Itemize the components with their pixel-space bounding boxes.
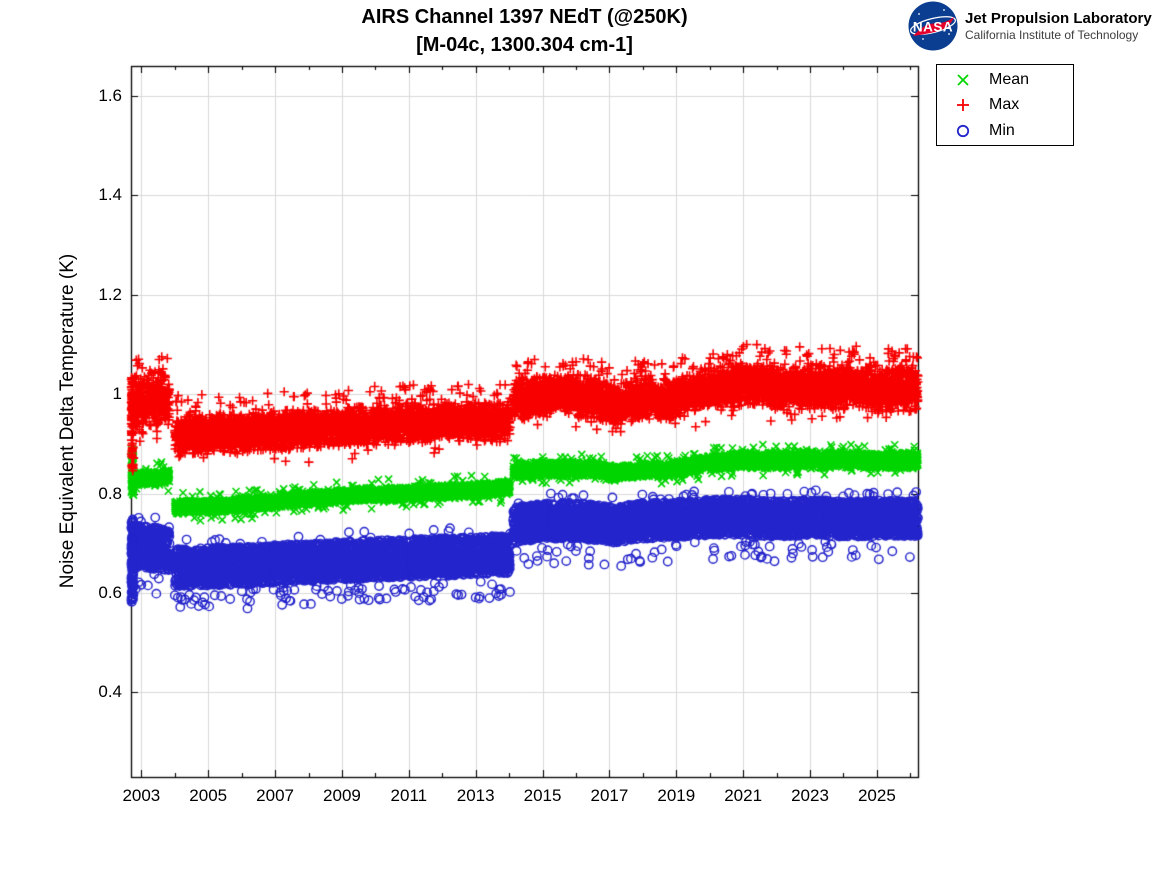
nasa-wordmark: NASA [913,20,953,35]
jpl-logo: NASA Jet Propulsion Laboratory Californi… [908,1,1152,51]
y-tick-label: 0.8 [98,483,122,503]
y-axis-label: Noise Equivalent Delta Temperature (K) [57,253,78,589]
legend-item-mean: Mean [937,68,1073,92]
legend-item-max: Max [937,93,1073,117]
x-tick-label: 2009 [323,786,361,805]
x-tick-label: 2011 [390,786,428,805]
jpl-org-subtitle: California Institute of Technology [965,27,1139,42]
x-tick-label: 2013 [456,786,495,805]
jpl-org-name: Jet Propulsion Laboratory [965,9,1152,27]
legend-label-min: Min [989,121,1015,139]
nasa-meatball-icon: NASA [908,1,958,51]
x-tick-label: 2021 [724,786,763,805]
legend-marker-mean-icon [957,73,969,86]
legend-box: Mean Max Min [936,64,1074,146]
x-tick-label: 2007 [256,786,295,805]
y-tick-label: 1.4 [98,185,122,205]
chart-title: AIRS Channel 1397 NEdT (@250K) [M-04c, 1… [131,3,918,59]
legend-label-mean: Mean [989,70,1030,88]
x-tick-label: 2017 [590,786,629,805]
legend-item-min: Min [937,119,1073,143]
x-tick-label: 2023 [791,786,829,805]
y-tick-label: 0.6 [98,583,122,603]
legend-marker-min-icon [956,124,970,137]
x-tick-label: 2003 [122,786,161,805]
y-tick-label: 1.2 [98,284,122,304]
x-tick-label: 2025 [857,786,896,805]
x-tick-label: 2019 [657,786,696,805]
y-tick-label: 1 [112,384,122,404]
legend-label-max: Max [989,96,1020,113]
y-tick-label: 1.6 [98,85,122,105]
legend-marker-max-icon [957,99,969,111]
x-tick-label: 2015 [523,786,562,805]
jpl-logo-text: Jet Propulsion Laboratory California Ins… [965,10,1152,43]
chart-title-line2: [M-04c, 1300.304 cm-1] [416,34,633,56]
x-tick-label: 2005 [189,786,228,805]
chart-title-line1: AIRS Channel 1397 NEdT (@250K) [361,6,688,28]
y-tick-label: 0.4 [98,682,122,702]
